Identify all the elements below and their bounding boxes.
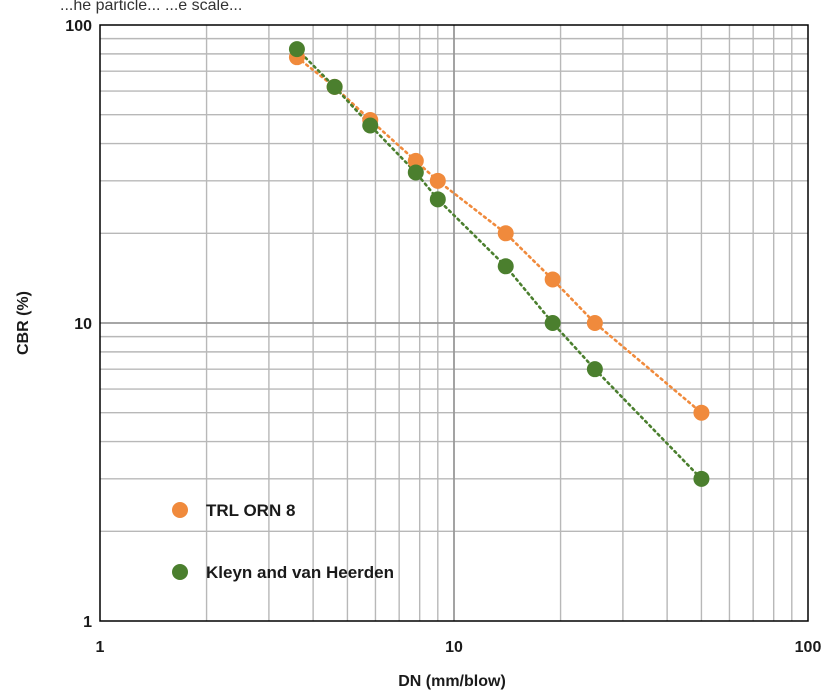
data-points: [288, 41, 710, 487]
y-tick-label: 1: [83, 614, 92, 631]
plot-frame: [99, 24, 809, 622]
data-point: [586, 361, 603, 378]
legend-marker: [172, 564, 188, 580]
data-point: [362, 117, 379, 134]
x-tick-label: 1: [96, 639, 105, 656]
clipped-caption-text: ...he particle... ...e scale...: [60, 0, 242, 14]
data-point: [497, 258, 514, 275]
data-point: [288, 41, 305, 58]
data-point: [586, 315, 603, 331]
legend-marker: [172, 502, 188, 518]
data-point: [544, 315, 561, 331]
data-point: [429, 191, 446, 208]
legend: TRL ORN 8 Kleyn and van Heerden: [172, 501, 394, 582]
grid: [100, 25, 808, 621]
data-point: [429, 172, 446, 189]
y-tick-label: 10: [74, 316, 92, 333]
data-point: [544, 271, 561, 288]
y-tick-label: 100: [65, 18, 92, 35]
x-tick-label: 10: [445, 639, 463, 656]
x-axis-label: DN (mm/blow): [398, 673, 506, 690]
legend-label: TRL ORN 8: [206, 501, 295, 520]
y-axis-label: CBR (%): [15, 291, 32, 355]
tick-labels: 1 10 100 1 10 100: [65, 18, 821, 656]
data-point: [407, 152, 424, 169]
data-point: [497, 225, 514, 242]
x-tick-label: 100: [795, 639, 822, 656]
data-point: [693, 404, 710, 421]
data-point: [326, 78, 343, 95]
data-point: [693, 470, 710, 487]
data-point: [407, 164, 424, 181]
legend-label: Kleyn and van Heerden: [206, 563, 394, 582]
